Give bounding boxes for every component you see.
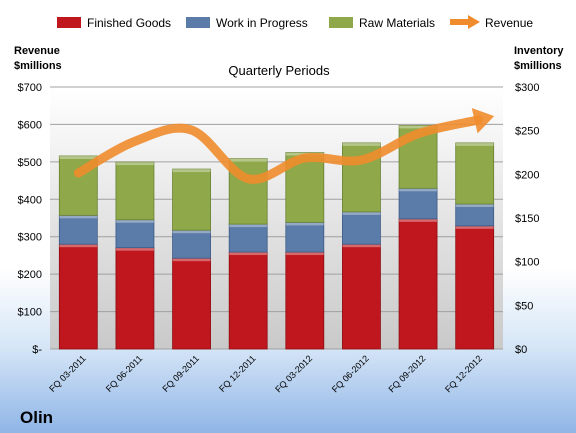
bar-highlight xyxy=(455,142,494,146)
revenue-line xyxy=(73,108,495,184)
left-tick-label: $- xyxy=(32,344,42,356)
right-axis-ticks: $0 $50 $100 $150 $200 $250 $300 xyxy=(515,82,539,356)
bar-finished-goods xyxy=(455,225,495,350)
bar-highlight xyxy=(342,211,381,215)
x-tick-label: FQ 06-2011 xyxy=(104,353,145,394)
bar-highlight xyxy=(285,222,324,226)
bar-highlight xyxy=(342,142,381,146)
x-tick-label: FQ 09-2011 xyxy=(160,353,201,394)
left-tick-label: $300 xyxy=(18,232,42,244)
bar-highlight xyxy=(229,158,268,162)
right-tick-label: $200 xyxy=(515,169,539,181)
x-tick-label: FQ 03-2011 xyxy=(47,353,88,394)
company-name: Olin xyxy=(20,408,53,427)
x-tick-label: FQ 12-2011 xyxy=(217,353,258,394)
bar-raw-materials xyxy=(115,161,155,221)
bar-highlight xyxy=(399,188,438,192)
bar-highlight xyxy=(229,224,268,228)
bars xyxy=(58,125,495,350)
bar-highlight xyxy=(285,252,324,256)
bar-work-in-progress xyxy=(342,211,381,245)
left-axis-title-line-1: Revenue xyxy=(14,45,60,57)
left-tick-label: $200 xyxy=(18,269,42,281)
revenue-line-path xyxy=(73,115,484,184)
left-tick-label: $100 xyxy=(18,307,42,319)
bar-finished-goods xyxy=(115,247,155,350)
bar-finished-goods xyxy=(285,251,325,350)
left-axis-ticks: $- $100 $200 $300 $400 $500 $600 $700 xyxy=(18,82,43,356)
legend: Finished Goods Work in Progress Raw Mate… xyxy=(57,15,533,30)
bar-highlight xyxy=(455,225,494,229)
left-tick-label: $600 xyxy=(18,119,42,131)
left-tick-label: $700 xyxy=(18,82,42,94)
bar-raw-materials xyxy=(455,142,495,205)
x-tick-label: FQ 06-2012 xyxy=(330,353,371,394)
chart-title: Quarterly Periods xyxy=(228,63,330,78)
right-tick-label: $150 xyxy=(515,213,539,225)
bar-finished-goods xyxy=(398,218,438,350)
right-tick-label: $100 xyxy=(515,257,539,269)
x-tick-label: FQ 03-2012 xyxy=(273,353,314,394)
bar-highlight xyxy=(172,258,211,262)
bar-highlight xyxy=(115,219,154,223)
bar-highlight xyxy=(115,247,154,251)
right-tick-label: $300 xyxy=(515,82,539,94)
bar-work-in-progress xyxy=(58,214,98,245)
x-tick-label: FQ 09-2012 xyxy=(386,353,427,394)
bar-highlight xyxy=(59,244,98,248)
legend-swatch-work-in-progress xyxy=(186,17,210,28)
bar-work-in-progress xyxy=(172,229,211,259)
bar-highlight xyxy=(455,204,494,208)
left-tick-label: $500 xyxy=(18,157,42,169)
legend-swatch-raw-materials xyxy=(329,17,353,28)
legend-label-finished-goods: Finished Goods xyxy=(87,16,171,30)
x-axis-ticks: FQ 03-2011 FQ 06-2011 FQ 09-2011 FQ 12-2011… xyxy=(47,353,484,394)
bar-finished-goods xyxy=(58,243,98,350)
x-tick-label: FQ 12-2012 xyxy=(443,353,484,394)
right-axis-title-line-2: $millions xyxy=(514,60,562,72)
right-tick-label: $250 xyxy=(515,126,539,138)
bar-highlight xyxy=(399,218,438,222)
bar-work-in-progress xyxy=(228,223,268,253)
legend-label-raw-materials: Raw Materials xyxy=(359,16,435,30)
right-tick-label: $0 xyxy=(515,344,527,356)
legend-label-work-in-progress: Work in Progress xyxy=(216,16,308,30)
bar-highlight xyxy=(229,252,268,256)
left-tick-label: $400 xyxy=(18,194,42,206)
bar-finished-goods xyxy=(172,257,211,350)
bar-highlight xyxy=(115,162,154,166)
left-axis-title-line-2: $millions xyxy=(14,60,62,72)
bar-work-in-progress xyxy=(398,187,438,220)
bar-highlight xyxy=(59,155,98,159)
bar-highlight xyxy=(399,125,438,129)
legend-label-revenue: Revenue xyxy=(485,16,533,30)
right-axis-title-line-1: Inventory xyxy=(514,45,564,57)
bar-highlight xyxy=(59,215,98,219)
bar-highlight xyxy=(172,230,211,234)
bar-work-in-progress xyxy=(455,203,495,227)
bar-highlight xyxy=(172,169,211,173)
bar-raw-materials xyxy=(172,168,211,231)
bar-finished-goods xyxy=(228,251,268,350)
right-tick-label: $50 xyxy=(515,300,533,312)
bar-finished-goods xyxy=(342,243,381,350)
bar-work-in-progress xyxy=(115,219,155,249)
bar-highlight xyxy=(342,244,381,248)
legend-swatch-finished-goods xyxy=(57,17,81,28)
revenue-arrow-head xyxy=(471,108,495,134)
bar-work-in-progress xyxy=(285,221,325,253)
legend-swatch-revenue xyxy=(450,15,480,29)
